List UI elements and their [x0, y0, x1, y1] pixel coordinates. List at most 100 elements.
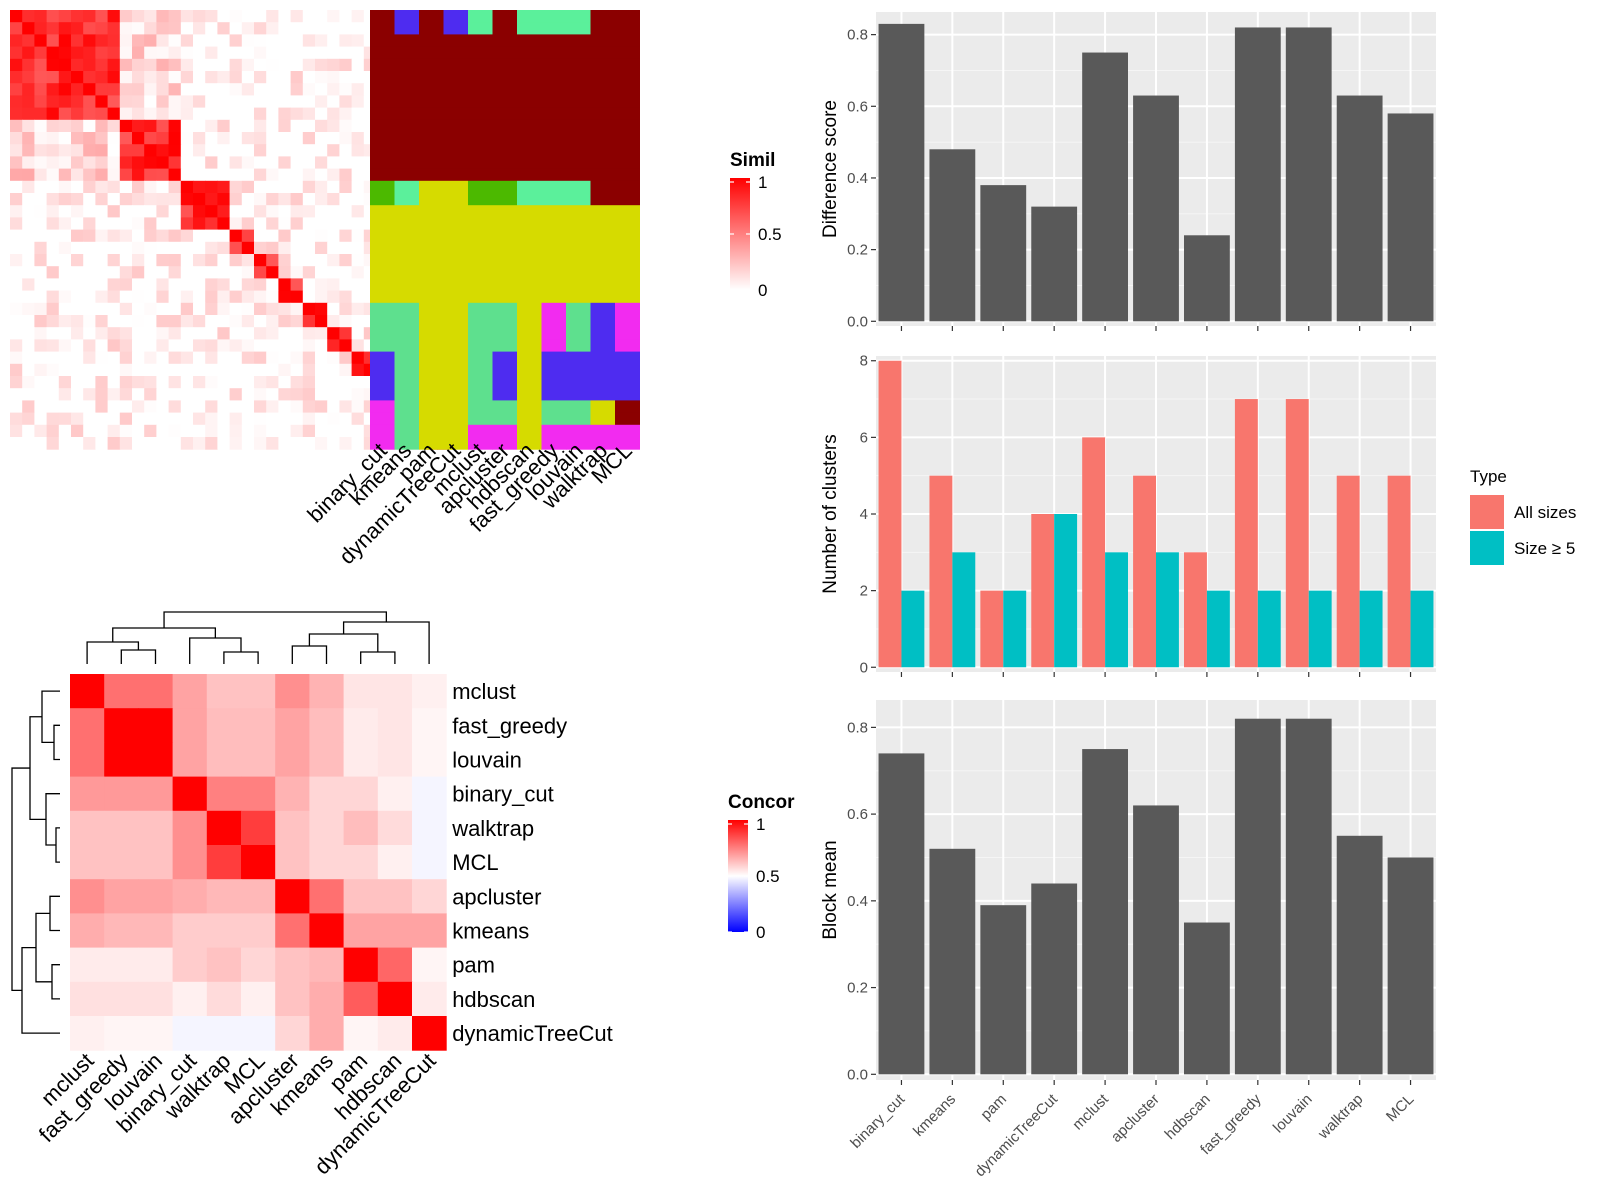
similarity-cell: [302, 193, 316, 206]
similarity-cell: [241, 180, 255, 194]
similarity-cell: [58, 437, 72, 450]
similarity-cell: [144, 10, 157, 23]
class-annotation-cell: [394, 437, 420, 450]
similarity-cell: [229, 95, 243, 109]
similarity-cell: [34, 46, 48, 60]
similarity-cell: [193, 315, 206, 328]
similarity-cell: [302, 363, 316, 377]
similarity-cell: [327, 388, 340, 401]
concordance-cell: [309, 947, 345, 983]
bar-size---5: [1308, 590, 1332, 668]
similarity-cell: [180, 168, 194, 182]
similarity-cell: [217, 376, 231, 389]
similarity-cell: [95, 424, 109, 438]
similarity-cell: [254, 22, 267, 35]
similarity-cell: [302, 229, 316, 243]
similarity-cell: [22, 58, 35, 72]
concordance-cell: [275, 1016, 310, 1051]
similarity-cell: [168, 254, 182, 267]
class-annotation-cell: [443, 217, 469, 231]
similarity-cell: [107, 71, 121, 84]
similarity-cell: [119, 412, 133, 426]
similarity-cell: [144, 95, 157, 109]
similarity-cell: [217, 400, 231, 414]
similarity-cell: [229, 376, 243, 389]
class-annotation-cell: [419, 363, 444, 377]
similarity-cell: [132, 339, 145, 353]
class-annotation-cell: [468, 10, 493, 23]
concordance-cell: [138, 708, 174, 743]
similarity-cell: [302, 180, 316, 194]
class-annotation-cell: [541, 180, 567, 194]
class-annotation-cell: [370, 34, 395, 48]
concordance-cell: [172, 674, 208, 709]
class-annotation-cell: [541, 315, 567, 328]
similarity-cell: [229, 302, 243, 316]
similarity-cell: [168, 58, 182, 72]
class-annotation-cell: [492, 424, 518, 438]
similarity-cell: [193, 71, 206, 84]
similarity-cell: [302, 412, 316, 426]
similarity-cell: [119, 95, 133, 109]
similarity-cell: [46, 339, 60, 353]
similarity-cell: [229, 290, 243, 304]
similarity-cell: [83, 95, 96, 109]
similarity-cell: [266, 71, 279, 84]
similarity-cell: [83, 46, 96, 60]
similarity-cell: [144, 363, 157, 377]
class-annotation-cell: [590, 412, 616, 426]
class-annotation-cell: [566, 424, 591, 438]
similarity-cell: [46, 46, 60, 60]
row-dendrogram-branch: [11, 767, 30, 991]
similarity-cell: [327, 437, 340, 450]
similarity-cell: [290, 278, 304, 292]
similarity-cell: [119, 424, 133, 438]
similarity-cell: [10, 412, 23, 426]
similarity-cell: [71, 107, 84, 121]
similarity-cell: [254, 156, 267, 170]
similarity-cell: [278, 363, 292, 377]
similarity-cell: [315, 339, 328, 353]
class-annotation-cell: [541, 10, 567, 23]
similarity-cell: [22, 193, 35, 206]
similarity-cell: [119, 278, 133, 292]
class-annotation-cell: [419, 168, 444, 182]
similarity-cell: [58, 71, 72, 84]
similarity-cell: [351, 339, 365, 353]
similarity-cell: [58, 217, 72, 231]
bar: [878, 753, 925, 1075]
similarity-heatmap-panel: binary_cutkmeanspamdynamicTreeCutmclusta…: [10, 10, 782, 569]
similarity-cell: [229, 327, 243, 340]
concordance-cell: [206, 947, 242, 983]
class-annotation-cell: [370, 22, 395, 35]
class-annotation-cell: [615, 180, 640, 194]
similarity-cell: [132, 254, 145, 267]
similarity-cell: [205, 71, 218, 84]
class-annotation-cell: [443, 327, 469, 340]
similarity-cell: [132, 388, 145, 401]
similarity-cell: [339, 376, 353, 389]
bar-all-sizes: [1133, 475, 1156, 668]
similarity-cell: [71, 156, 84, 170]
similarity-cell: [302, 217, 316, 231]
class-annotation-cell: [370, 363, 395, 377]
class-annotation-cell: [394, 10, 420, 23]
class-annotation-cell: [394, 144, 420, 157]
similarity-cell: [83, 107, 96, 121]
class-annotation-cell: [566, 217, 591, 231]
class-annotation-cell: [492, 10, 518, 23]
concordance-cell: [138, 776, 174, 812]
similarity-cell: [46, 95, 60, 109]
class-annotation-cell: [541, 34, 567, 48]
bar-size---5: [1054, 514, 1078, 668]
similarity-cell: [107, 424, 121, 438]
similarity-cell: [58, 400, 72, 414]
concordance-cell: [343, 913, 379, 949]
similarity-cell: [95, 144, 109, 157]
class-annotation-cell: [492, 400, 518, 414]
similarity-cell: [254, 217, 267, 231]
similarity-cell: [34, 144, 48, 157]
similarity-cell: [10, 46, 23, 60]
similarity-cell: [241, 119, 255, 133]
concordance-heatmap-panel: mclustfast_greedylouvainbinary_cutwalktr…: [11, 611, 795, 1179]
